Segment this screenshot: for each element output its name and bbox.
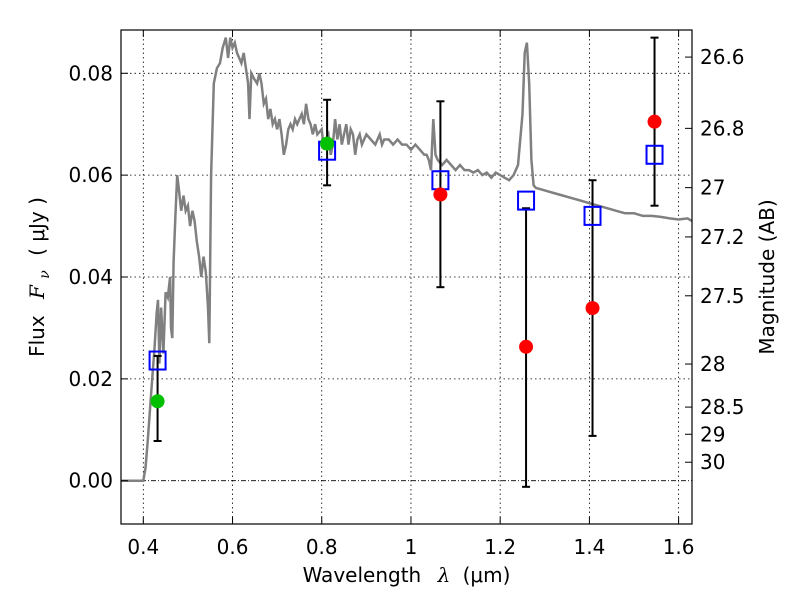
green-data-point <box>320 136 335 151</box>
red-data-point <box>647 114 662 129</box>
mag-tick-label: 27.2 <box>700 225 745 249</box>
x-tick-label: 1 <box>405 535 418 559</box>
y-tick-label: 0.08 <box>68 61 113 85</box>
x-axis-label-text: Wavelength <box>303 563 422 587</box>
red-data-point <box>519 339 534 354</box>
y-axis-nu: ν <box>37 270 53 279</box>
x-tick-label: 0.6 <box>217 535 249 559</box>
tick-labels: 0.4 0.6 0.8 1 1.2 1.4 1.6 0.00 0.02 0.04 0.06 0.08 2… <box>68 45 744 559</box>
x-tick-label: 1.4 <box>573 535 605 559</box>
y-axis-label-text: Flux <box>25 315 49 357</box>
x-axis-lambda: λ <box>437 563 451 587</box>
y-tick-label: 0.06 <box>68 163 113 187</box>
mag-tick-label: 30 <box>700 450 725 474</box>
model-box <box>583 205 602 226</box>
axis-ticks <box>121 30 692 524</box>
mag-tick-label: 27 <box>700 176 725 200</box>
x-tick-label: 1.6 <box>663 535 695 559</box>
model-box <box>148 350 167 371</box>
x-tick-label: 0.4 <box>127 535 159 559</box>
x-axis-title: Wavelength λ (μm) <box>303 563 511 587</box>
mag-tick-label: 29 <box>700 422 725 446</box>
x-tick-label: 1.2 <box>484 535 516 559</box>
spectrum-line <box>121 37 692 482</box>
y2-axis-title: Magnitude (AB) <box>755 199 779 354</box>
model-boxes <box>148 140 664 371</box>
red-data-point <box>433 187 448 202</box>
y-tick-label: 0.04 <box>68 265 113 289</box>
y-tick-label: 0.00 <box>68 469 113 493</box>
mag-tick-label: 26.8 <box>700 116 745 140</box>
y-axis-title: Flux F ν ( μJy ) <box>25 197 54 357</box>
x-tick-label: 0.8 <box>306 535 338 559</box>
y-tick-label: 0.02 <box>68 367 113 391</box>
mag-tick-label: 28 <box>700 352 725 376</box>
y-axis-units: ( μJy ) <box>25 197 49 256</box>
x-axis-units: (μm) <box>463 563 511 587</box>
model-box <box>645 144 664 165</box>
model-box <box>517 190 536 211</box>
mag-tick-label: 28.5 <box>700 395 745 419</box>
plot-area <box>121 37 692 482</box>
red-data-point <box>585 301 600 316</box>
data-points <box>150 114 662 409</box>
green-data-point <box>150 394 165 409</box>
error-bars <box>153 36 659 488</box>
mag-tick-label: 26.6 <box>700 45 745 69</box>
mag-tick-label: 27.5 <box>700 284 745 308</box>
y-axis-f: F <box>25 284 49 300</box>
